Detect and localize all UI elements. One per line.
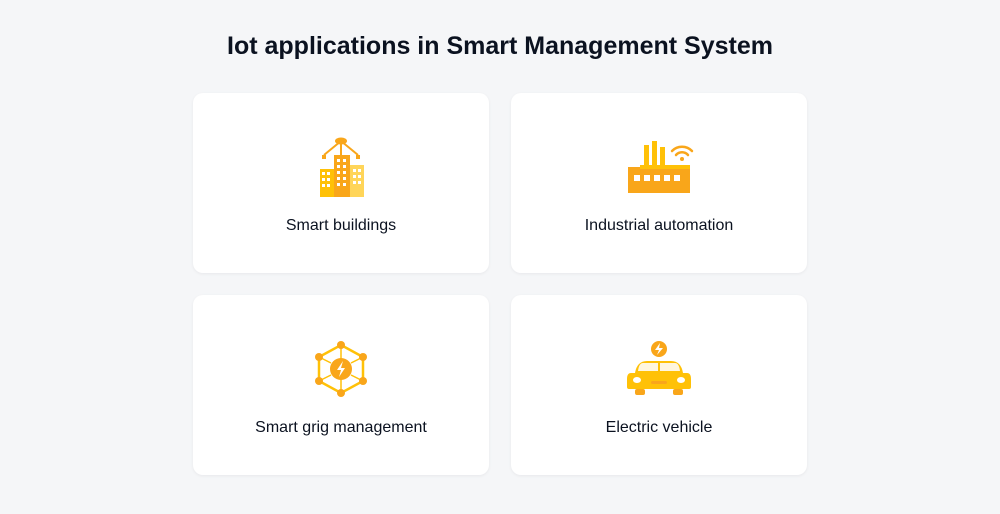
card-label: Electric vehicle	[606, 419, 713, 437]
industrial-automation-icon	[622, 131, 696, 203]
card-electric-vehicle: Electric vehicle	[511, 295, 807, 475]
smart-buildings-icon	[306, 131, 376, 203]
smart-grid-icon	[309, 333, 373, 405]
page-title: Iot applications in Smart Management Sys…	[227, 32, 773, 61]
card-label: Smart grig management	[255, 419, 427, 437]
card-label: Industrial automation	[585, 217, 734, 235]
card-industrial-automation: Industrial automation	[511, 93, 807, 273]
card-grid: Smart buildings	[193, 93, 807, 475]
electric-vehicle-icon	[623, 333, 695, 405]
card-label: Smart buildings	[286, 217, 396, 235]
card-smart-grid: Smart grig management	[193, 295, 489, 475]
card-smart-buildings: Smart buildings	[193, 93, 489, 273]
